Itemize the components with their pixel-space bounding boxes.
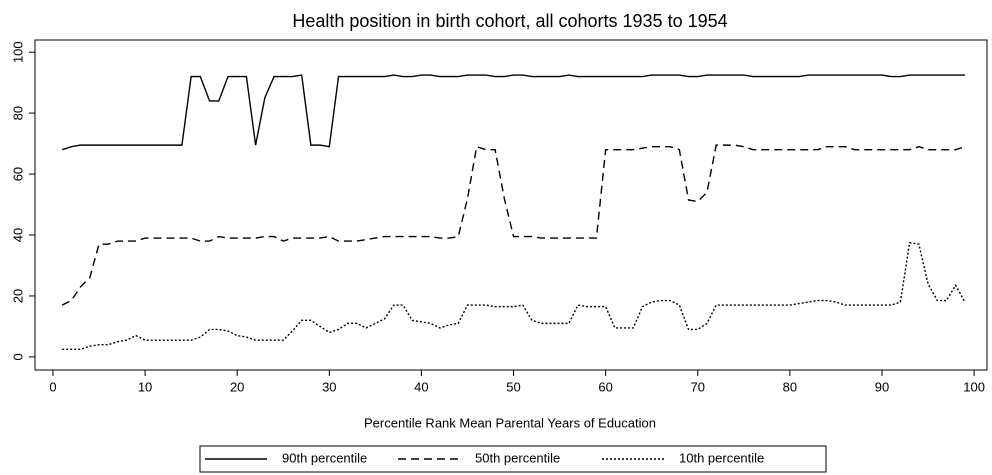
- legend-label: 50th percentile: [475, 450, 560, 465]
- legend-label: 90th percentile: [282, 450, 367, 465]
- x-tick-label: 0: [49, 379, 56, 394]
- x-tick-label: 50: [506, 379, 520, 394]
- x-tick-label: 30: [322, 379, 336, 394]
- x-tick-label: 60: [598, 379, 612, 394]
- x-tick-label: 100: [963, 379, 985, 394]
- legend-label: 10th percentile: [679, 450, 764, 465]
- x-tick-label: 80: [783, 379, 797, 394]
- x-tick-label: 90: [875, 379, 889, 394]
- x-tick-label: 40: [414, 379, 428, 394]
- chart-title: Health position in birth cohort, all coh…: [292, 11, 727, 31]
- y-tick-label: 40: [10, 228, 25, 242]
- y-tick-label: 80: [10, 106, 25, 120]
- y-tick-label: 100: [10, 41, 25, 63]
- legend-box: [199, 445, 827, 473]
- plot-frame: [34, 39, 988, 371]
- y-tick-label: 20: [10, 289, 25, 303]
- line-series: [62, 241, 966, 350]
- x-axis-label: Percentile Rank Mean Parental Years of E…: [364, 415, 656, 430]
- x-tick-label: 10: [138, 379, 152, 394]
- x-tick-label: 70: [691, 379, 705, 394]
- line-series: [61, 144, 966, 306]
- y-tick-label: 0: [10, 353, 25, 360]
- x-tick-label: 20: [230, 379, 244, 394]
- y-tick-label: 60: [10, 167, 25, 181]
- line-series: [61, 74, 965, 151]
